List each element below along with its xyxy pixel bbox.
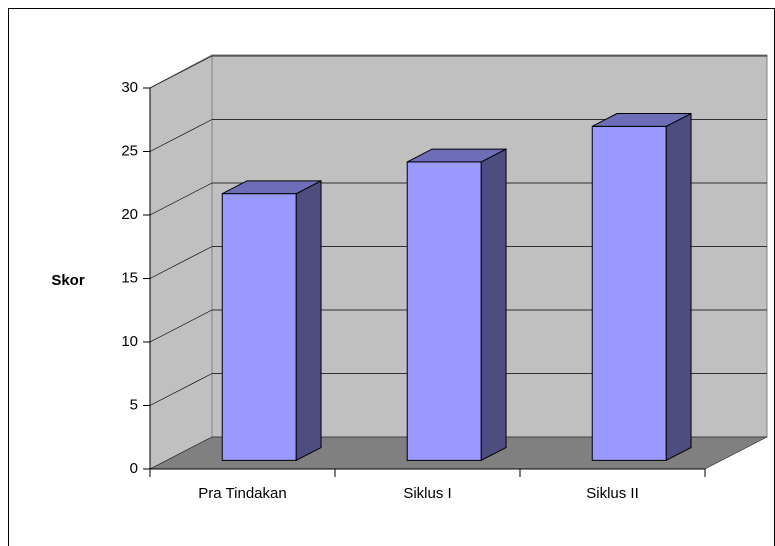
bar-face (406, 161, 482, 461)
bar-face (222, 180, 322, 195)
y-tick-label: 5 (130, 396, 138, 413)
bar (591, 112, 692, 462)
side-wall (149, 54, 213, 470)
y-tick-label: 20 (121, 206, 138, 223)
bar-face (221, 193, 297, 461)
x-tick-label: Pra Tindakan (198, 485, 286, 502)
bar-face (665, 112, 692, 462)
y-tick-label: 30 (121, 79, 138, 96)
bar (221, 180, 322, 462)
y-tick-label: 0 (130, 460, 138, 477)
x-tick-label: Siklus II (586, 485, 639, 502)
grid-line (149, 309, 213, 343)
grid-line (149, 182, 213, 216)
grid-line (149, 373, 213, 406)
bar-face (592, 113, 692, 127)
bar-face (591, 125, 667, 461)
bar (406, 148, 507, 462)
bar-face (407, 148, 507, 163)
grid-line (149, 246, 213, 279)
y-tick-label: 15 (121, 269, 138, 286)
y-tick-label: 10 (121, 333, 138, 350)
bar-face (480, 148, 507, 462)
grid-line (149, 55, 213, 89)
bar-face (295, 180, 322, 462)
y-tick-label: 25 (121, 142, 138, 159)
x-tick-label: Siklus I (403, 485, 451, 502)
grid-line (149, 119, 213, 152)
y-axis-label: Skor (51, 272, 85, 289)
